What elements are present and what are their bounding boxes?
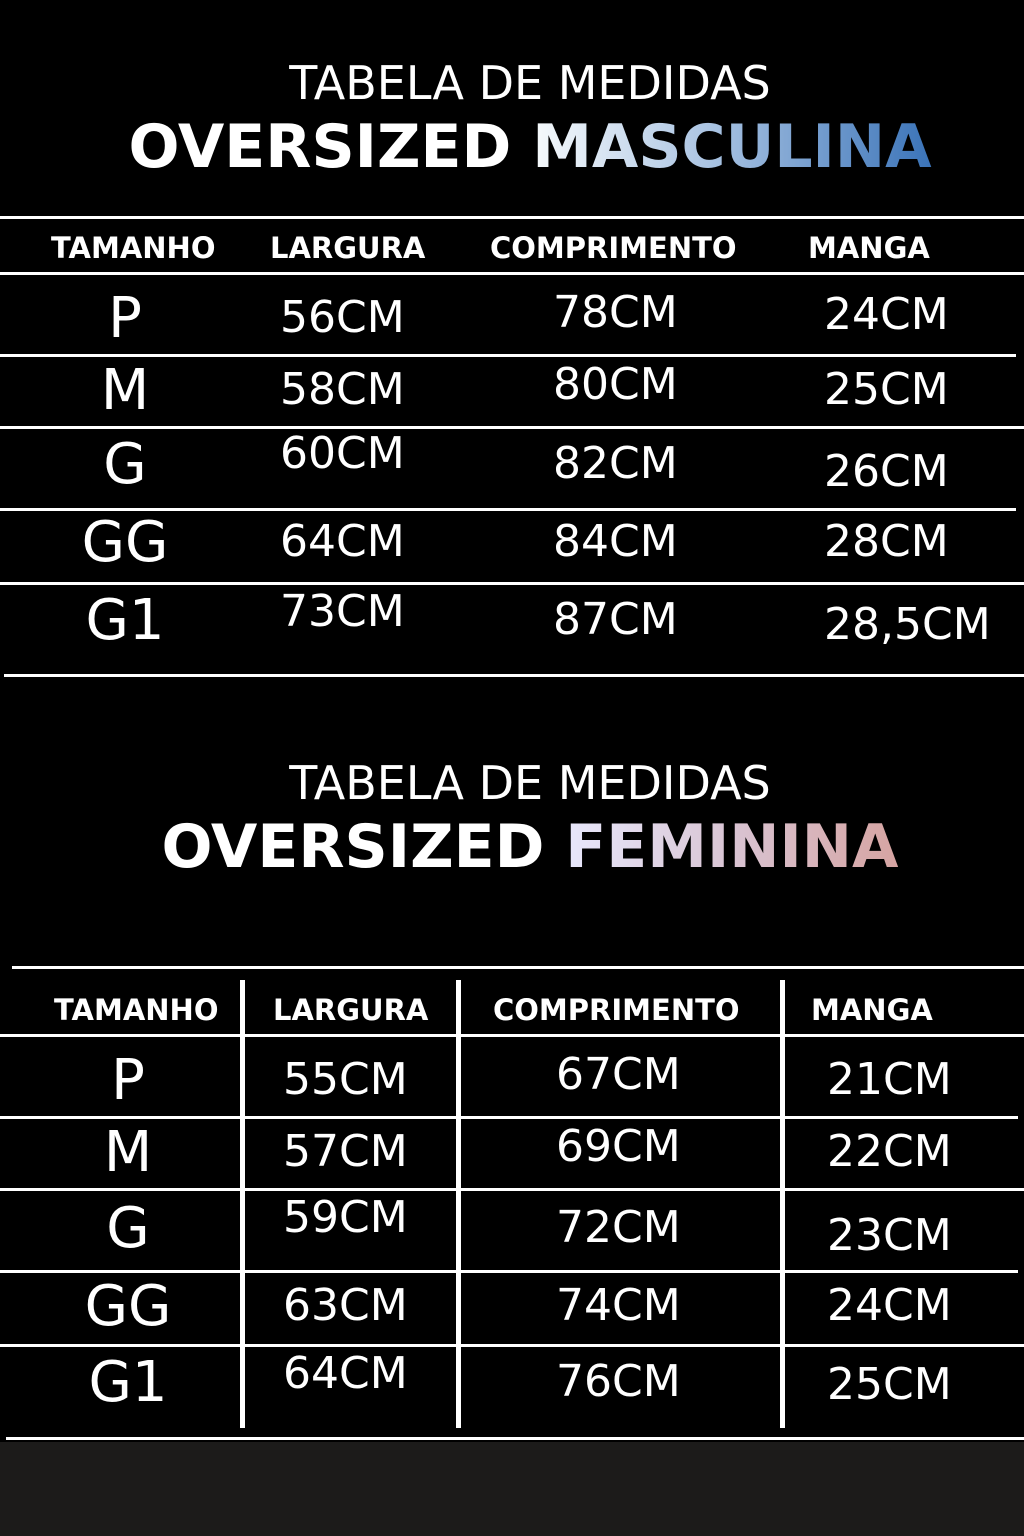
measure-cell: 78CM	[553, 287, 678, 338]
column-header: COMPRIMENTO	[493, 993, 740, 1027]
measure-cell: 24CM	[827, 1280, 952, 1331]
measure-cell: 80CM	[553, 359, 678, 410]
measure-cell: 55CM	[283, 1054, 408, 1105]
size-cell: P	[108, 286, 142, 351]
measure-cell: 87CM	[553, 594, 678, 645]
measure-cell: 57CM	[283, 1126, 408, 1177]
footer-band	[0, 1442, 1024, 1536]
row-divider	[0, 426, 1024, 429]
measure-cell: 22CM	[827, 1126, 952, 1177]
row-divider	[0, 216, 1024, 219]
measure-cell: 63CM	[283, 1280, 408, 1331]
column-header: LARGURA	[273, 993, 429, 1027]
size-cell: P	[111, 1048, 145, 1113]
row-divider	[0, 272, 1024, 275]
measure-cell: 21CM	[827, 1054, 952, 1105]
size-cell: GG	[84, 1274, 172, 1339]
size-cell: M	[100, 358, 150, 423]
row-divider	[0, 1270, 1018, 1273]
measure-cell: 25CM	[824, 364, 949, 415]
measure-cell: 67CM	[556, 1049, 681, 1100]
row-divider	[0, 1034, 1024, 1037]
measure-cell: 28CM	[824, 516, 949, 567]
measure-cell: 64CM	[283, 1348, 408, 1399]
row-divider	[0, 1344, 1024, 1347]
measure-cell: 64CM	[280, 516, 405, 567]
measure-cell: 28,5CM	[824, 599, 991, 650]
measure-cell: 74CM	[556, 1280, 681, 1331]
subtitle-prefix: OVERSIZED	[128, 112, 512, 182]
measure-cell: 25CM	[827, 1359, 952, 1410]
subtitle-accent: FEMININA	[565, 812, 899, 882]
row-divider	[6, 1437, 1024, 1440]
subtitle-prefix: OVERSIZED	[161, 812, 545, 882]
masculina-title: TABELA DE MEDIDAS	[289, 56, 771, 110]
measure-cell: 56CM	[280, 292, 405, 343]
measure-cell: 58CM	[280, 364, 405, 415]
masculina-subtitle: OVERSIZED MASCULINA	[0, 112, 1024, 182]
measure-cell: 73CM	[280, 586, 405, 637]
column-header: MANGA	[808, 231, 930, 265]
measure-cell: 76CM	[556, 1356, 681, 1407]
column-header: MANGA	[811, 993, 933, 1027]
size-cell: G1	[85, 588, 165, 653]
measure-cell: 82CM	[553, 438, 678, 489]
measure-cell: 24CM	[824, 289, 949, 340]
row-divider	[0, 508, 1016, 511]
feminina-subtitle: OVERSIZED FEMININA	[0, 812, 1024, 882]
column-divider	[240, 980, 245, 1428]
column-divider	[456, 980, 461, 1428]
measure-cell: 59CM	[283, 1192, 408, 1243]
measure-cell: 84CM	[553, 516, 678, 567]
row-divider	[0, 582, 1024, 585]
measure-cell: 72CM	[556, 1202, 681, 1253]
subtitle-accent: MASCULINA	[532, 112, 932, 182]
row-divider	[0, 354, 1016, 357]
row-divider	[12, 966, 1024, 969]
measure-cell: 23CM	[827, 1210, 952, 1261]
size-cell: G	[103, 432, 147, 497]
size-cell: GG	[81, 510, 169, 575]
row-divider	[4, 674, 1024, 677]
column-divider	[780, 980, 785, 1428]
row-divider	[0, 1116, 1018, 1119]
row-divider	[0, 1188, 1024, 1191]
measure-cell: 69CM	[556, 1121, 681, 1172]
size-cell: G	[106, 1196, 150, 1261]
column-header: TAMANHO	[51, 231, 216, 265]
column-header: LARGURA	[270, 231, 426, 265]
column-header: TAMANHO	[54, 993, 219, 1027]
size-cell: M	[103, 1120, 153, 1185]
feminina-title: TABELA DE MEDIDAS	[289, 756, 771, 810]
measure-cell: 26CM	[824, 446, 949, 497]
column-header: COMPRIMENTO	[490, 231, 737, 265]
measure-cell: 60CM	[280, 428, 405, 479]
size-cell: G1	[88, 1350, 168, 1415]
